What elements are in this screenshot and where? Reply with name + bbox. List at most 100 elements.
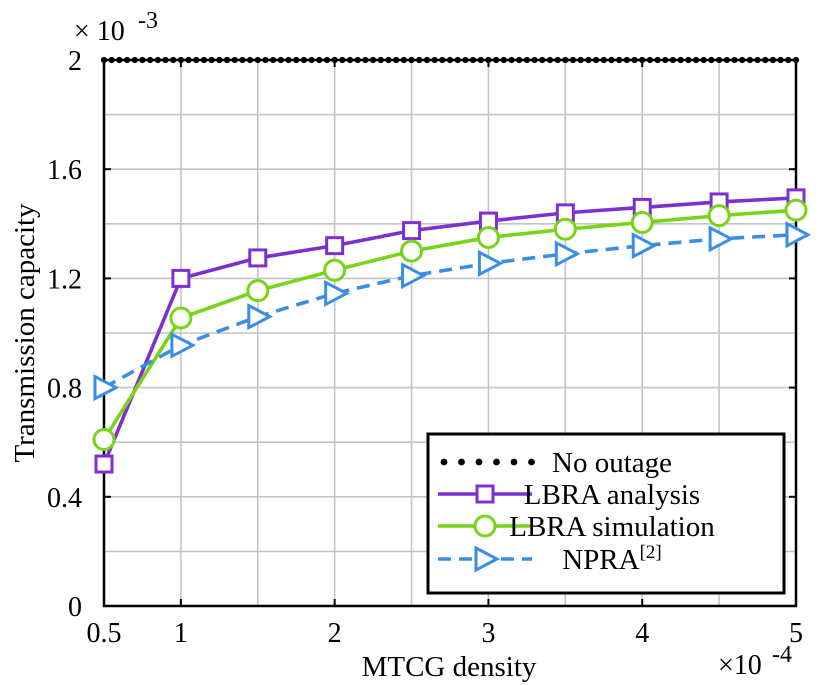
series-layer [92,56,812,474]
data-point-no-outage [769,56,777,64]
y-tick-label: 1.2 [47,264,82,295]
y-tick-label: 2 [68,46,82,77]
series-line-lbra-analysis [102,196,797,465]
data-point-no-outage [123,56,131,64]
data-point-npra-2 [93,374,120,402]
data-point-lbra-analysis [248,248,268,268]
data-point-no-outage [616,56,623,64]
legend-item-lbra-simulation: LBRA simulation [438,511,715,543]
tick-marks: 0.5 1 2 3 4 5 0 0.4 0.8 1.2 1.6 2 [47,46,803,649]
data-point-no-outage [139,56,146,64]
legend-swatch-dot [493,458,500,466]
y-multiplier-exponent: -3 [138,8,158,34]
legend-swatch-marker [475,484,495,504]
data-point-no-outage [662,56,669,64]
data-point-no-outage [462,56,469,64]
data-point-npra-2 [554,240,581,268]
data-point-npra-2 [170,331,197,359]
y-axis-multiplier: × 10 -3 [74,8,158,47]
data-point-no-outage [654,56,661,64]
data-point-no-outage [700,56,707,64]
legend-item-no-outage: No outage [440,447,672,479]
x-multiplier-base: ×10 [718,650,762,681]
data-point-lbra-analysis [402,221,422,241]
data-point-npra-2 [324,279,350,307]
data-point-no-outage [116,56,123,64]
x-tick-label: 2 [328,618,342,649]
data-point-no-outage [685,56,692,64]
data-point-no-outage [362,56,369,64]
data-point-lbra-simulation [246,279,270,303]
data-point-no-outage [131,56,138,64]
legend-item-lbra-analysis: LBRA analysis [438,479,700,511]
data-point-no-outage [777,56,784,64]
data-point-npra-2 [708,225,735,253]
data-point-no-outage [346,56,354,64]
x-multiplier-exponent: -4 [772,642,792,668]
data-point-lbra-simulation [553,217,577,241]
x-tick-label: 5 [789,618,803,649]
data-point-no-outage [600,56,607,64]
data-point-no-outage [293,56,300,64]
data-point-no-outage [277,56,284,64]
data-point-no-outage [762,56,769,64]
legend-swatch-dot [510,458,518,466]
data-point-no-outage [323,56,331,64]
data-point-no-outage [200,56,208,64]
data-point-no-outage [569,56,577,64]
legend-swatch-dot [458,458,465,466]
data-point-no-outage [423,56,431,64]
data-point-no-outage [723,56,730,64]
y-tick-label: 0 [68,592,82,623]
data-point-no-outage [108,56,115,64]
legend-swatch-dot [440,458,448,466]
data-point-no-outage [639,56,646,64]
data-point-no-outage [454,56,461,64]
data-point-npra-2 [785,221,812,249]
series-line-npra-2 [103,232,797,390]
data-point-no-outage [469,56,477,64]
data-point-lbra-simulation [707,204,731,228]
data-point-no-outage [262,56,269,64]
data-point-no-outage [254,56,261,64]
data-point-no-outage [431,56,438,64]
y-tick-label: 0.4 [47,483,82,514]
data-point-no-outage [539,56,546,64]
data-point-no-outage [577,56,584,64]
data-point-no-outage [754,56,761,64]
data-point-no-outage [162,56,169,64]
x-axis-label: MTCG density [362,651,537,683]
data-point-no-outage [623,56,630,64]
x-tick-label: 0.5 [87,618,122,649]
data-point-no-outage [585,56,592,64]
data-point-lbra-analysis [94,454,114,474]
x-tick-label: 3 [481,618,495,649]
data-point-no-outage [177,56,184,64]
data-point-no-outage [477,56,484,64]
data-point-no-outage [446,56,454,64]
x-tick-label: 1 [174,618,188,649]
legend-label: LBRA simulation [509,511,715,543]
data-point-no-outage [377,56,384,64]
data-point-no-outage [562,56,569,64]
legend-label: No outage [552,447,672,479]
data-point-no-outage [554,56,561,64]
data-point-no-outage [239,56,246,64]
data-point-no-outage [516,56,523,64]
data-point-no-outage [316,56,323,64]
data-point-no-outage [646,56,654,64]
data-point-no-outage [493,56,500,64]
data-point-lbra-simulation [169,306,193,330]
data-point-npra-2 [631,232,658,260]
data-point-npra-2 [477,249,504,277]
legend-label: LBRA analysis [524,479,700,511]
y-tick-label: 0.8 [47,374,82,405]
y-axis-label: Transmission capacity [9,203,41,463]
data-point-no-outage [592,56,600,64]
data-point-no-outage [508,56,515,64]
data-point-no-outage [216,56,223,64]
data-point-lbra-simulation [92,427,116,451]
data-point-no-outage [100,56,108,64]
